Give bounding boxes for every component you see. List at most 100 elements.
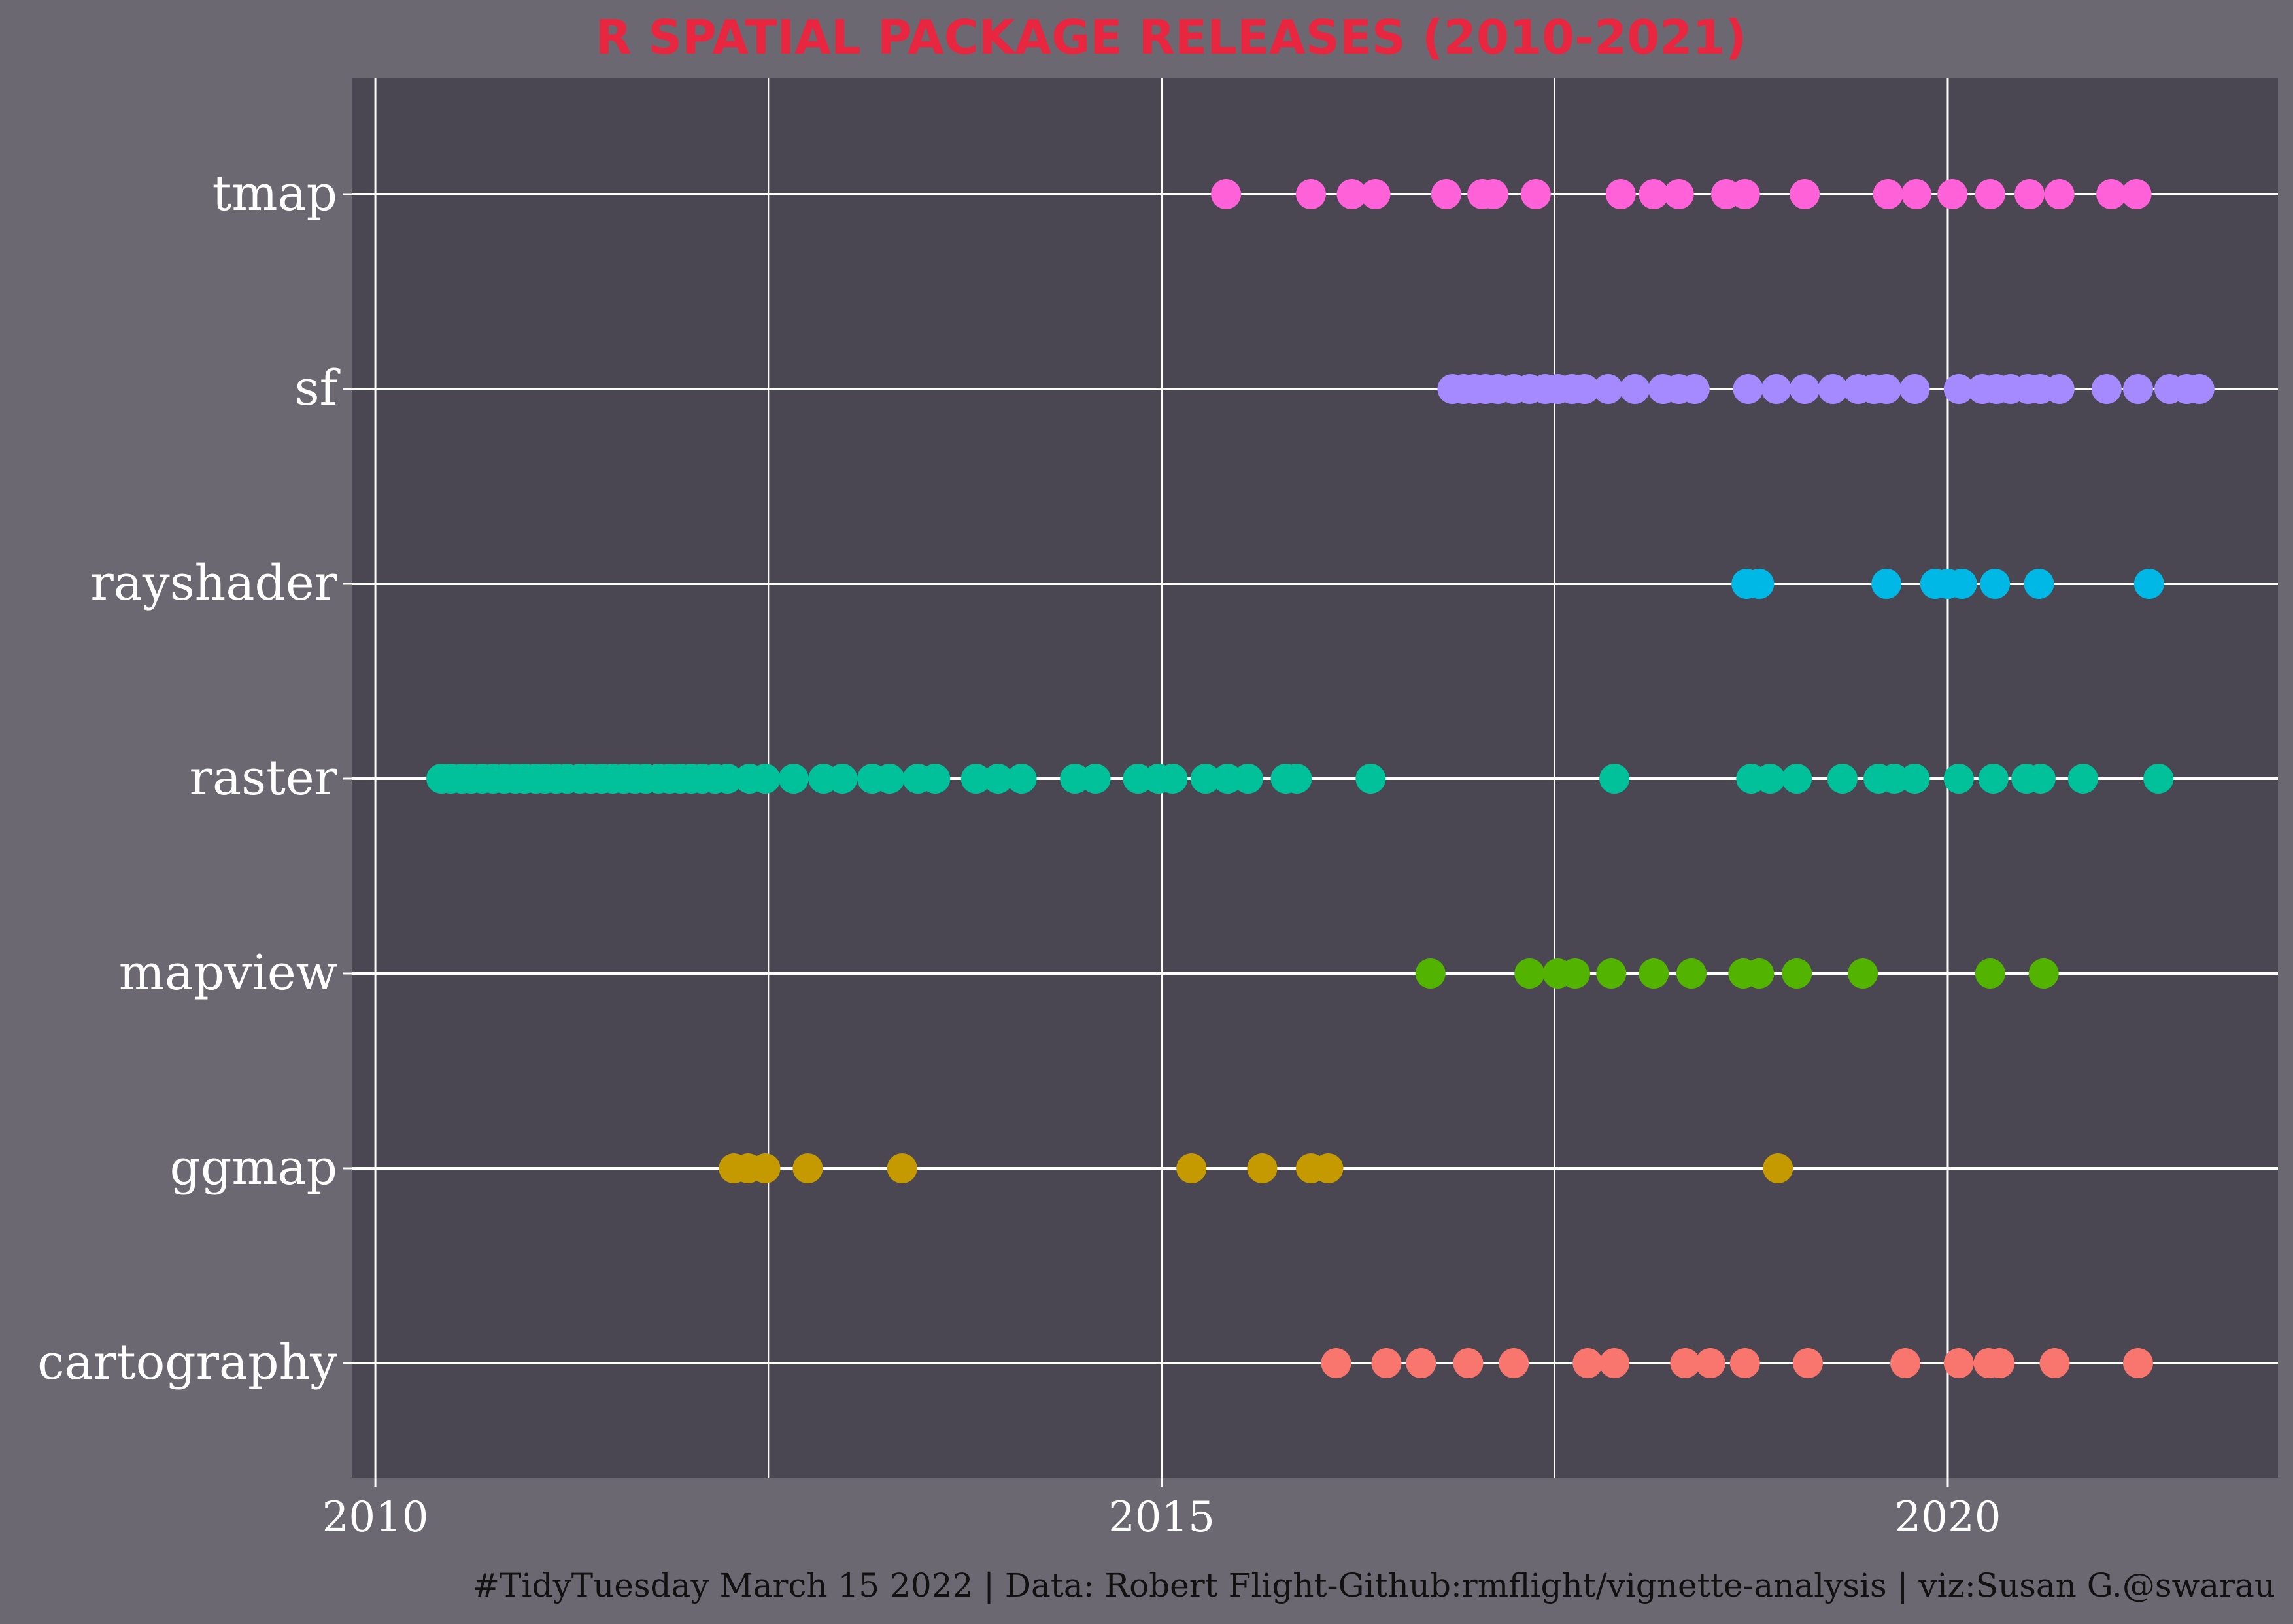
data-point bbox=[1733, 374, 1763, 404]
data-point bbox=[1901, 179, 1931, 209]
data-point bbox=[1890, 1348, 1921, 1378]
data-point bbox=[1569, 374, 1600, 404]
data-point bbox=[1190, 764, 1221, 794]
tick-label-y: raster bbox=[190, 750, 338, 806]
data-point bbox=[1499, 1348, 1529, 1378]
data-point bbox=[2091, 374, 2122, 404]
data-point bbox=[1415, 958, 1446, 989]
data-point bbox=[1371, 1348, 1402, 1378]
data-point bbox=[1943, 764, 1974, 794]
data-point bbox=[1639, 179, 1669, 209]
data-point bbox=[2121, 179, 2152, 209]
chart-title: R SPATIAL PACKAGE RELEASES (2010-2021) bbox=[596, 10, 1747, 65]
tick-label-y: tmap bbox=[212, 165, 337, 222]
data-point bbox=[1321, 1348, 1351, 1378]
data-point bbox=[1679, 374, 1710, 404]
points-layer bbox=[426, 179, 2215, 1378]
series-tmap bbox=[1211, 179, 2152, 209]
series-raster bbox=[426, 764, 2174, 794]
data-point bbox=[1560, 958, 1591, 989]
data-point bbox=[1313, 1153, 1344, 1183]
data-point bbox=[1899, 764, 1930, 794]
data-point bbox=[2133, 569, 2164, 599]
data-point bbox=[1792, 1348, 1823, 1378]
data-point bbox=[1744, 569, 1775, 599]
tick-label-x: 2010 bbox=[322, 1493, 429, 1542]
data-point bbox=[1980, 569, 2011, 599]
data-point bbox=[1871, 569, 1902, 599]
data-point bbox=[920, 764, 951, 794]
data-point bbox=[750, 1153, 781, 1183]
data-point bbox=[1336, 179, 1367, 209]
data-point bbox=[1790, 179, 1820, 209]
data-point bbox=[1605, 179, 1636, 209]
data-point bbox=[1406, 1348, 1436, 1378]
data-point bbox=[1790, 374, 1820, 404]
data-point bbox=[2039, 1348, 2070, 1378]
data-point bbox=[1937, 179, 1968, 209]
data-point bbox=[1232, 764, 1263, 794]
data-point bbox=[1176, 1153, 1207, 1183]
data-point bbox=[1827, 764, 1858, 794]
data-point bbox=[750, 764, 781, 794]
data-point bbox=[874, 764, 905, 794]
tick-label-y: mapview bbox=[119, 945, 337, 1001]
data-point bbox=[1599, 764, 1630, 794]
data-point bbox=[1975, 958, 2005, 989]
tick-label-y: cartography bbox=[37, 1334, 337, 1391]
series-cartography bbox=[1321, 1348, 2153, 1378]
data-point bbox=[1761, 374, 1792, 404]
data-point bbox=[2044, 179, 2075, 209]
data-point bbox=[712, 764, 743, 794]
data-point bbox=[1514, 958, 1545, 989]
data-point bbox=[1478, 179, 1508, 209]
data-point bbox=[1943, 1348, 1974, 1378]
data-point bbox=[1818, 374, 1848, 404]
data-point bbox=[1282, 764, 1312, 794]
data-point bbox=[1620, 374, 1650, 404]
data-point bbox=[1978, 764, 2009, 794]
data-point bbox=[1157, 764, 1188, 794]
data-point bbox=[2024, 569, 2054, 599]
tick-label-x: 2015 bbox=[1108, 1493, 1215, 1542]
data-point bbox=[983, 764, 1013, 794]
data-point bbox=[1695, 1348, 1725, 1378]
data-point bbox=[2044, 374, 2075, 404]
series-mapview bbox=[1415, 958, 2059, 989]
data-point bbox=[1975, 179, 2005, 209]
tick-label-y: sf bbox=[295, 360, 341, 416]
data-point bbox=[1211, 179, 1242, 209]
tick-label-x: 2020 bbox=[1895, 1493, 2001, 1542]
caption: #TidyTuesday March 15 2022 | Data: Rober… bbox=[472, 1566, 2275, 1604]
data-point bbox=[1639, 958, 1669, 989]
data-point bbox=[1453, 1348, 1484, 1378]
data-point bbox=[2122, 374, 2153, 404]
data-point bbox=[1763, 1153, 1793, 1183]
data-point bbox=[2184, 374, 2215, 404]
data-point bbox=[960, 764, 991, 794]
data-point bbox=[887, 1153, 917, 1183]
data-point bbox=[1670, 1348, 1701, 1378]
data-point bbox=[2122, 1348, 2153, 1378]
series-rayshader bbox=[1731, 569, 2164, 599]
data-point bbox=[2025, 764, 2056, 794]
data-point bbox=[1663, 179, 1694, 209]
data-point bbox=[1873, 179, 1903, 209]
data-point bbox=[827, 764, 858, 794]
series-sf bbox=[1437, 374, 2215, 404]
data-point bbox=[778, 764, 809, 794]
data-point bbox=[1676, 958, 1707, 989]
axis-layer: tmap sf rayshader raster mapview ggmap cartogr… bbox=[37, 165, 2001, 1542]
data-point bbox=[1729, 179, 1760, 209]
data-point bbox=[1006, 764, 1037, 794]
data-point bbox=[1572, 1348, 1603, 1378]
data-point bbox=[1755, 764, 1786, 794]
data-point bbox=[2028, 958, 2059, 989]
data-point bbox=[1596, 958, 1627, 989]
series-ggmap bbox=[719, 1153, 1793, 1183]
data-point bbox=[1599, 1348, 1630, 1378]
data-point bbox=[1593, 374, 1623, 404]
data-point bbox=[2143, 764, 2174, 794]
